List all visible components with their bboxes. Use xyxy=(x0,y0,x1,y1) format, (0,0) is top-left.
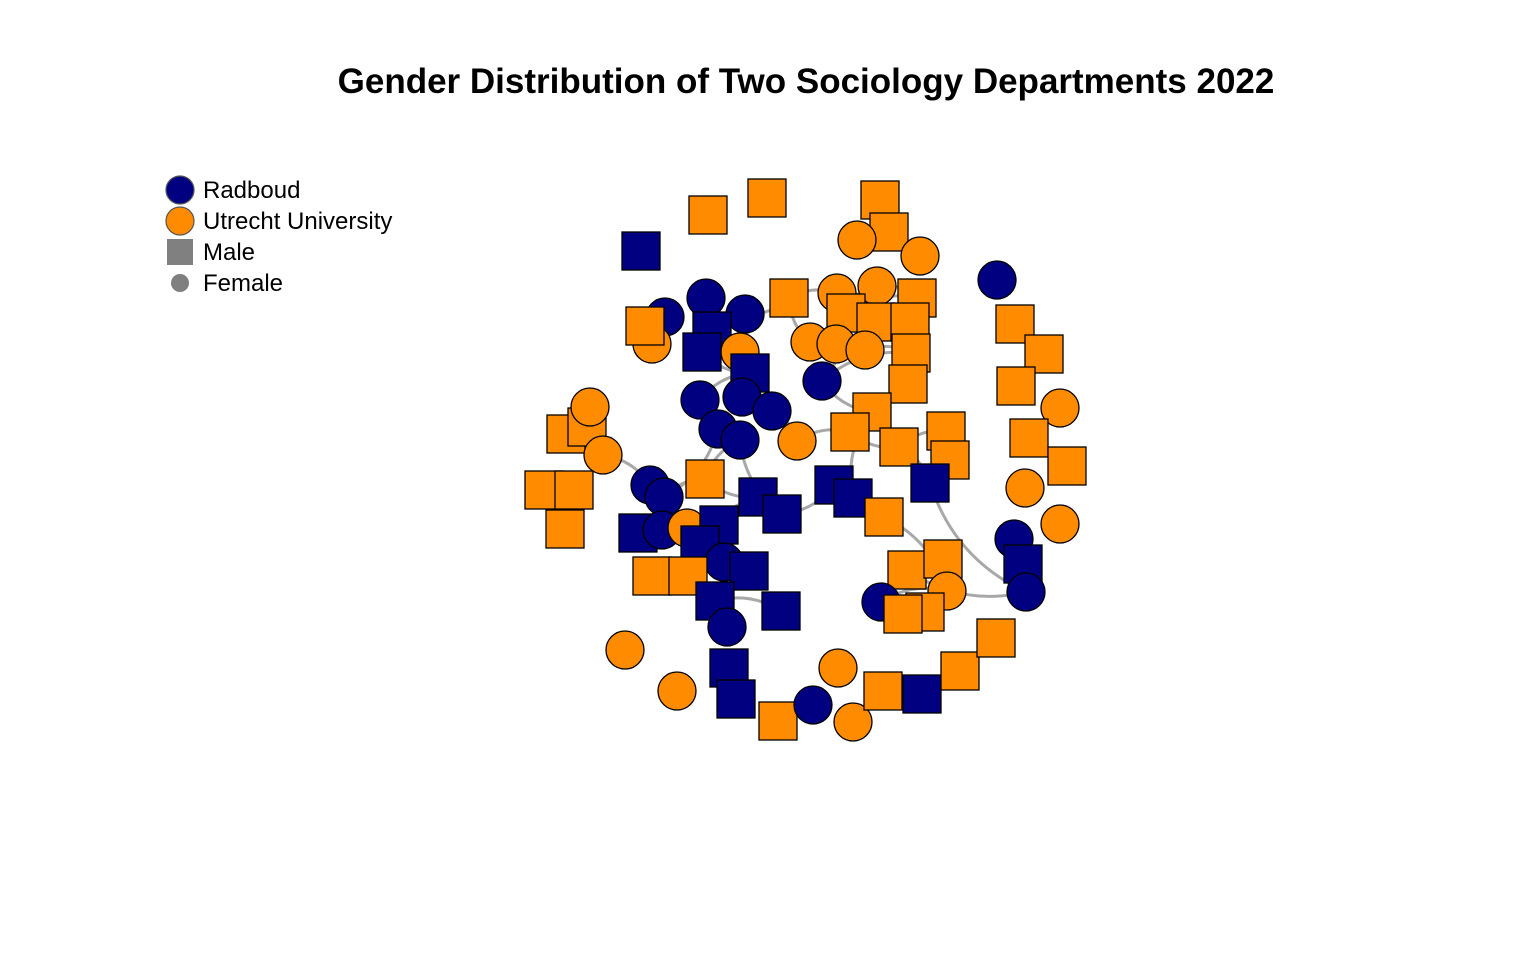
node-utrecht-female xyxy=(777,421,817,461)
node-radboud-male xyxy=(729,551,769,591)
node-radboud-male xyxy=(621,231,661,271)
node-utrecht-male xyxy=(554,470,594,510)
legend-label: Radboud xyxy=(203,177,300,204)
node-utrecht-female xyxy=(583,435,623,475)
node-utrecht-female xyxy=(570,387,610,427)
node-radboud-male xyxy=(682,332,722,372)
node-utrecht-male xyxy=(940,651,980,691)
legend-label: Male xyxy=(203,239,255,266)
node-utrecht-male xyxy=(769,278,809,318)
legend: Radboud Utrecht University Male Female xyxy=(165,175,392,297)
node-utrecht-female xyxy=(1040,504,1080,544)
legend-marker-utrecht-university xyxy=(165,206,195,236)
node-utrecht-male xyxy=(747,178,787,218)
node-radboud-female xyxy=(1006,572,1046,612)
legend-label: Utrecht University xyxy=(203,208,392,235)
legend-marker-male xyxy=(167,239,193,265)
node-radboud-male xyxy=(902,674,942,714)
node-utrecht-male xyxy=(996,366,1036,406)
node-radboud-male xyxy=(716,679,756,719)
node-utrecht-female xyxy=(845,330,885,370)
node-utrecht-male xyxy=(545,509,585,549)
node-radboud-female xyxy=(752,391,792,431)
node-utrecht-male xyxy=(625,306,665,346)
legend-marker-female xyxy=(171,274,189,292)
node-utrecht-male xyxy=(887,550,927,590)
node-radboud-female xyxy=(977,260,1017,300)
node-utrecht-male xyxy=(864,497,904,537)
nodes-layer xyxy=(524,178,1087,742)
node-radboud-female xyxy=(707,607,747,647)
legend-marker-radboud xyxy=(165,175,195,205)
node-radboud-female xyxy=(793,685,833,725)
node-radboud-female xyxy=(802,361,842,401)
node-utrecht-male xyxy=(863,671,903,711)
node-utrecht-female xyxy=(657,671,697,711)
legend-label: Female xyxy=(203,270,283,297)
node-utrecht-male xyxy=(923,539,963,579)
node-radboud-male xyxy=(761,591,801,631)
node-utrecht-male xyxy=(883,594,923,634)
node-radboud-female xyxy=(686,278,726,318)
node-radboud-female xyxy=(725,294,765,334)
node-utrecht-female xyxy=(1040,388,1080,428)
node-radboud-female xyxy=(644,477,684,517)
node-radboud-male xyxy=(910,463,950,503)
node-utrecht-male xyxy=(688,195,728,235)
node-utrecht-female xyxy=(833,702,873,742)
node-utrecht-male xyxy=(1047,446,1087,486)
node-radboud-female xyxy=(720,420,760,460)
chart-title: Gender Distribution of Two Sociology Dep… xyxy=(338,62,1275,101)
node-utrecht-male xyxy=(830,412,870,452)
node-utrecht-female xyxy=(605,630,645,670)
node-utrecht-male xyxy=(632,556,672,596)
node-utrecht-female xyxy=(900,236,940,276)
node-utrecht-male xyxy=(758,701,798,741)
node-utrecht-male xyxy=(879,427,919,467)
node-utrecht-male xyxy=(888,364,928,404)
node-utrecht-female xyxy=(1005,468,1045,508)
node-utrecht-male xyxy=(976,618,1016,658)
node-radboud-female xyxy=(680,380,720,420)
node-utrecht-female xyxy=(837,220,877,260)
node-utrecht-female xyxy=(818,648,858,688)
node-utrecht-male xyxy=(1009,418,1049,458)
node-radboud-male xyxy=(762,494,802,534)
node-utrecht-male xyxy=(685,459,725,499)
